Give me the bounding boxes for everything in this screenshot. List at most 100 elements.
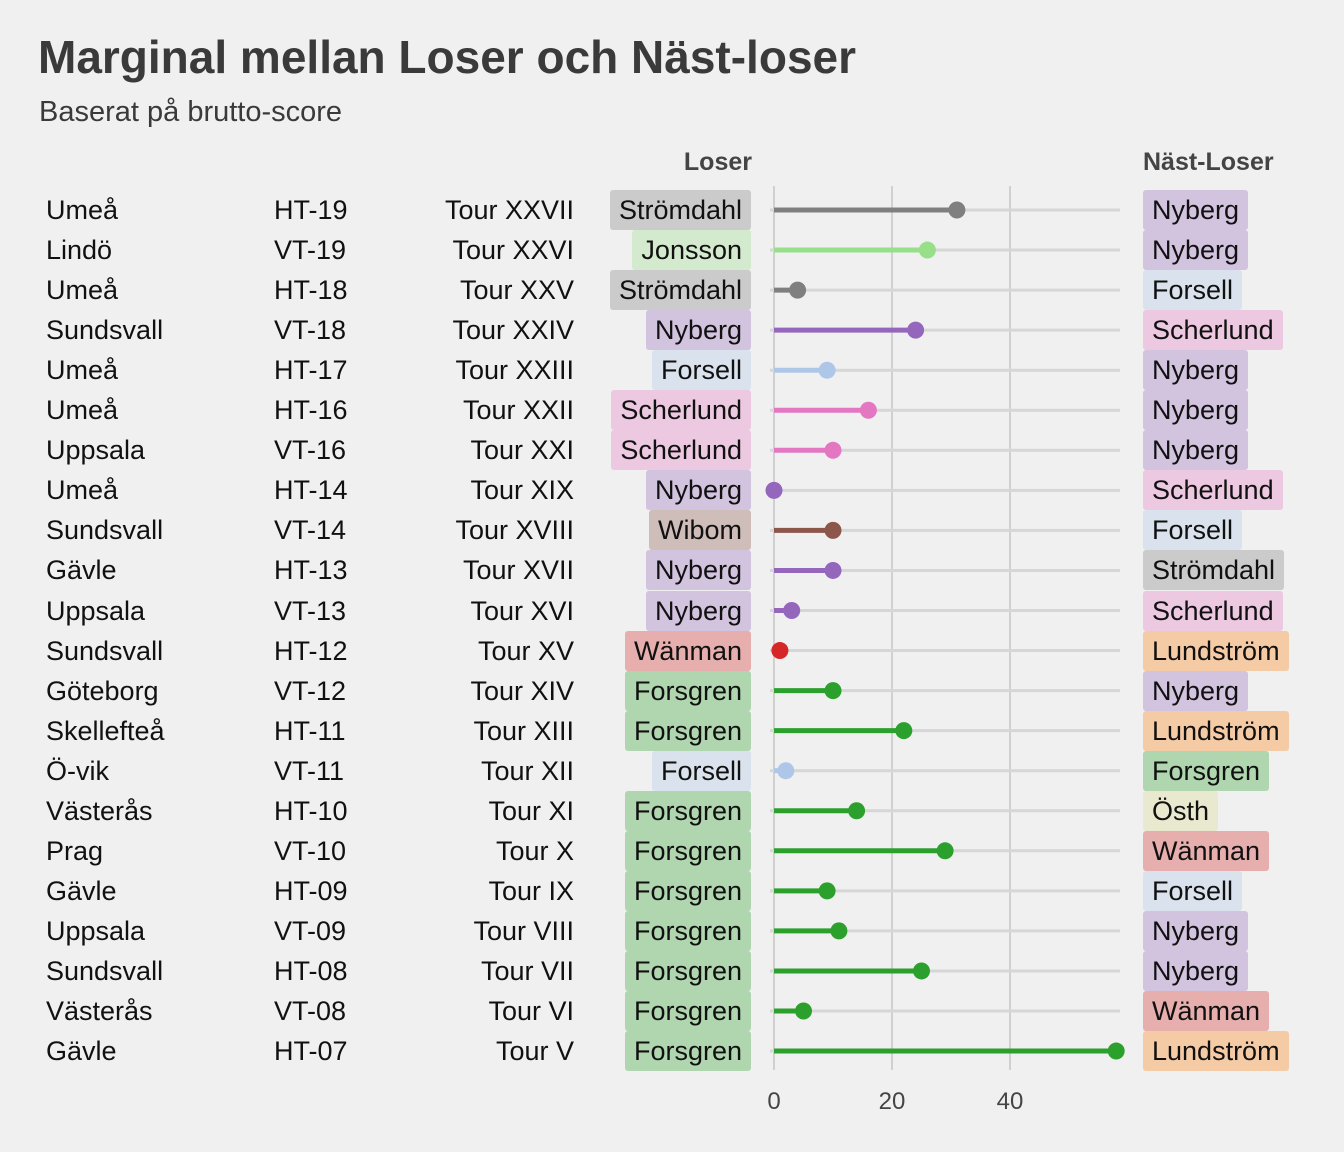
loser-badge: Forsell [651,750,751,791]
row-term: HT-18 [274,275,348,306]
next-loser-badge: Östh [1143,790,1219,831]
next-loser-badge: Forsgren [1143,750,1270,791]
row-tour: Tour VII [480,955,574,986]
next-loser-badge: Nyberg [1143,910,1249,951]
row-place: Västerås [46,795,153,826]
row-term: HT-16 [274,395,348,426]
x-tick-label: 20 [879,1088,906,1115]
loser-badge: Forsgren [624,710,751,751]
lollipop-point [818,882,836,900]
row-tour: Tour XXIV [452,315,574,346]
lollipop-point [795,1002,812,1020]
next-loser-badge: Nyberg [1143,350,1249,391]
lollipop-point [848,802,866,820]
row-term: HT-12 [274,635,348,666]
row-place: Gävle [46,1036,117,1067]
row-term: HT-19 [274,195,348,225]
loser-badge: Wänman [624,630,751,671]
x-tick-label: 0 [767,1088,780,1115]
next-loser-badge: Nyberg [1143,430,1249,471]
lollipop-point [771,642,789,660]
lollipop-point [936,842,954,860]
row-place: Sundsvall [46,515,164,546]
lollipop-point [824,561,842,579]
row-place: Sundsvall [46,315,164,346]
loser-badge: Strömdahl [609,270,751,311]
row-tour: Tour XI [488,795,574,826]
lollipop-point [765,481,783,499]
next-loser-badge: Forsell [1143,270,1243,311]
lollipop-point [948,201,966,219]
next-loser-badge: Nyberg [1143,950,1249,991]
row-term: HT-14 [274,475,348,506]
row-term: HT-08 [274,955,348,986]
loser-badge: Nyberg [645,550,751,591]
row-term: VT-12 [274,675,347,706]
loser-badge: Forsgren [624,830,751,871]
row-place: Gävle [46,555,117,586]
row-tour: Tour XIII [473,715,574,746]
row-tour: Tour XV [477,635,574,666]
next-loser-badge: Nyberg [1143,390,1249,431]
row-tour: Tour VI [488,996,574,1026]
lollipop-point [818,361,836,379]
next-loser-badge: Scherlund [1143,590,1283,631]
row-term: HT-07 [274,1036,348,1067]
loser-badge: Nyberg [645,590,751,631]
loser-badge: Forsgren [624,790,751,831]
row-place: Umeå [46,275,119,306]
next-loser-badge: Forsell [1143,510,1243,551]
row-place: Västerås [46,996,153,1026]
row-place: Lindö [46,235,113,266]
row-tour: Tour XVI [470,595,574,626]
row-term: VT-13 [274,595,347,626]
loser-badge: Forsgren [624,1031,751,1072]
next-loser-badge: Nyberg [1143,230,1249,271]
lollipop-point [1107,1042,1125,1060]
row-place: Umeå [46,395,119,426]
row-term: VT-19 [274,235,347,266]
row-place: Uppsala [46,595,146,626]
row-place: Uppsala [46,435,146,466]
row-term: VT-08 [274,996,347,1026]
loser-badge: Nyberg [645,470,751,511]
lollipop-point [918,241,936,259]
row-tour: Tour XXII [462,395,574,426]
row-tour: Tour V [495,1036,574,1067]
column-header-loser: Loser [683,148,752,176]
row-term: HT-17 [274,355,348,386]
row-term: VT-14 [274,515,347,546]
loser-badge: Scherlund [611,430,751,471]
lollipop-point [783,602,801,619]
next-loser-badge: Scherlund [1143,310,1283,351]
lollipop-point [777,762,795,780]
row-term: HT-10 [274,795,348,826]
row-tour: Tour XII [480,755,574,786]
row-place: Göteborg [46,675,159,706]
lollipop-point [824,521,842,539]
loser-badge: Strömdahl [609,190,751,230]
row-tour: Tour XVIII [455,515,574,546]
row-tour: Tour XXVII [444,195,574,225]
next-loser-badge: Strömdahl [1143,550,1285,591]
row-place: Ö-vik [46,755,109,786]
row-term: VT-18 [274,315,347,346]
loser-badge: Forsgren [624,991,751,1031]
lollipop-point [824,441,842,459]
loser-badge: Wibom [648,510,751,551]
next-loser-badge: Wänman [1143,830,1270,871]
row-term: HT-09 [274,875,348,906]
row-tour: Tour XIV [470,675,574,706]
loser-badge: Nyberg [645,310,751,351]
lollipop-point [913,962,930,980]
next-loser-badge: Lundström [1143,710,1289,751]
loser-badge: Jonsson [632,230,751,271]
next-loser-badge: Lundström [1143,630,1289,671]
lollipop-point [824,682,842,700]
row-place: Uppsala [46,915,146,946]
chart-title: Marginal mellan Loser och Näst-loser [38,31,857,83]
loser-badge: Scherlund [611,390,751,431]
lollipop-point [859,401,877,419]
row-tour: Tour XVII [462,555,574,586]
